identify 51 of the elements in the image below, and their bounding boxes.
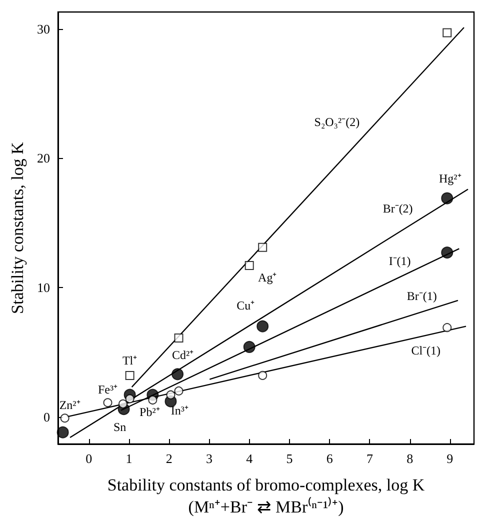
point — [103, 398, 112, 408]
point — [148, 396, 158, 405]
point — [60, 414, 70, 423]
point — [441, 246, 454, 259]
annotation: Pb²⁺ — [140, 405, 160, 420]
point — [258, 242, 268, 252]
y-tick-label: 0 — [44, 409, 50, 424]
annotation: Br⁻(1) — [406, 289, 437, 304]
point — [442, 28, 452, 38]
point — [243, 340, 256, 353]
point — [174, 386, 184, 396]
annotation: Hg²⁺ — [438, 171, 462, 186]
y-axis-title: Stability constants, log K — [8, 141, 28, 314]
annotation: Ag⁺ — [258, 270, 277, 285]
x-tick-label: 2 — [166, 451, 172, 466]
x-tick-label: 8 — [406, 451, 414, 466]
annotation: Cd²⁺ — [172, 348, 194, 362]
annotation: Cu⁺ — [236, 298, 255, 312]
x-tick-label: 4 — [246, 451, 254, 466]
x-tick-label: 7 — [366, 451, 374, 466]
point — [172, 368, 184, 380]
point — [118, 399, 128, 408]
annotation: S₂O₃²⁻(2) — [314, 114, 360, 129]
x-tick-label: 9 — [446, 451, 454, 466]
point — [442, 323, 452, 332]
point — [244, 261, 254, 270]
annotation: Sn — [113, 420, 126, 434]
x-tick-label: 6 — [326, 451, 334, 466]
point — [56, 426, 69, 438]
point — [441, 192, 454, 204]
point — [125, 394, 134, 404]
annotation: Tl⁺ — [122, 353, 138, 368]
y-tick-label: 30 — [37, 21, 50, 36]
y-tick-label: 20 — [37, 150, 50, 166]
point — [166, 390, 176, 400]
point — [174, 333, 184, 342]
annotation: In³⁺ — [170, 403, 189, 418]
x-tick-label: 5 — [286, 451, 293, 466]
annotation: Br⁻(2) — [382, 201, 413, 216]
point — [256, 320, 269, 332]
x-axis-title: Stability constants of bromo-complexes, log K (Mⁿ⁺+Br⁻ ⇄ MBr⁽ⁿ⁻¹⁾⁺) — [107, 476, 426, 516]
x-tick-label: 3 — [206, 451, 212, 466]
y-tick-label: 10 — [37, 280, 50, 295]
x-tick-label: 1 — [126, 451, 132, 466]
point — [125, 370, 134, 380]
annotation: Cl⁻(1) — [411, 343, 441, 358]
annotation: Zn²⁺ — [59, 398, 80, 412]
point — [258, 370, 268, 380]
annotation: I⁻(1) — [388, 254, 411, 268]
x-tick-label: 0 — [86, 451, 92, 466]
annotation: Fe³⁺ — [98, 382, 118, 397]
